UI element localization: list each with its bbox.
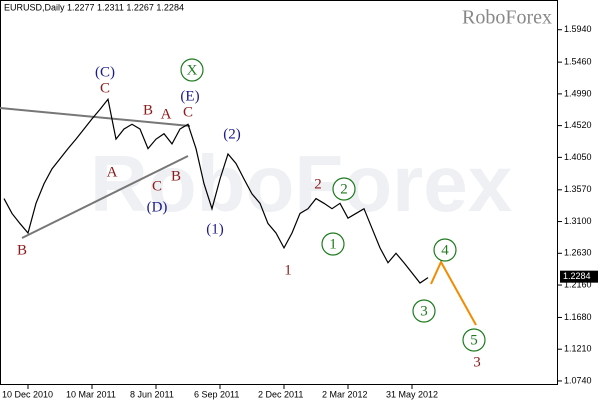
y-tick-label: 1.3570	[564, 184, 592, 194]
wave-label: (2)	[223, 126, 241, 142]
wave-label: 2	[314, 176, 322, 192]
header: EURUSD,Daily 1.2277 1.2311 1.2267 1.2284	[4, 2, 184, 12]
price-marker	[560, 270, 598, 283]
trend-line	[21, 155, 189, 239]
wave-label: B	[143, 102, 153, 118]
wave-circle	[180, 58, 204, 82]
wave-circle	[321, 232, 345, 256]
x-tick-label: 31 May 2012	[386, 389, 438, 399]
y-tick-label: 1.2630	[564, 248, 592, 258]
y-tick-label: 1.5940	[564, 24, 592, 34]
x-tick-label: 8 Jun 2011	[130, 389, 174, 399]
y-tick-label: 1.1210	[564, 344, 592, 354]
wave-label: A	[107, 164, 118, 180]
wave-label: (E)	[180, 88, 199, 104]
wave-label: 1	[284, 262, 292, 278]
wave-label: 3	[420, 303, 428, 319]
wave-label: C	[152, 178, 162, 194]
wave-label: 5	[470, 332, 478, 348]
x-tick-label: 6 Sep 2011	[194, 389, 239, 399]
wave-label: B	[171, 168, 181, 184]
wave-label: 4	[441, 242, 449, 258]
wave-circle	[433, 238, 457, 262]
x-tick-label: 10 Mar 2011	[66, 389, 116, 399]
wave-label: 1	[329, 236, 337, 252]
price-line	[3, 97, 429, 284]
x-tick-label: 2 Dec 2011	[258, 389, 303, 399]
wave-label: X	[187, 62, 198, 78]
wave-label: B	[17, 242, 27, 258]
brand: RoboForex	[462, 7, 552, 29]
wave-label: (1)	[206, 221, 224, 237]
y-tick-label: 1.3100	[564, 216, 592, 226]
wave-circle	[412, 299, 436, 323]
wave-label: C	[183, 104, 193, 120]
y-tick-label: 1.5460	[564, 57, 592, 67]
plot-frame	[0, 0, 558, 385]
wave-label: (D)	[147, 199, 168, 215]
forecast-line	[430, 259, 477, 326]
wave-label: A	[161, 106, 172, 122]
y-tick-label: 1.4990	[564, 88, 592, 98]
wave-circle	[332, 177, 356, 201]
wave-label: C	[100, 80, 110, 96]
wave-label: (C)	[95, 64, 115, 80]
y-tick-label: 1.1680	[564, 312, 592, 322]
y-tick-label: 1.4050	[564, 152, 592, 162]
wave-label: 3	[473, 354, 481, 370]
y-tick-label: 1.2160	[564, 279, 592, 289]
wave-label: 2	[340, 181, 348, 197]
wave-circle	[462, 328, 486, 352]
trend-line	[0, 107, 191, 127]
price-label: 1.2284	[563, 271, 591, 281]
y-tick-label: 1.0740	[564, 375, 592, 385]
x-tick-label: 2 Mar 2012	[322, 389, 368, 399]
x-tick-label: 10 Dec 2010	[2, 389, 53, 399]
y-tick-label: 1.4520	[564, 120, 592, 130]
